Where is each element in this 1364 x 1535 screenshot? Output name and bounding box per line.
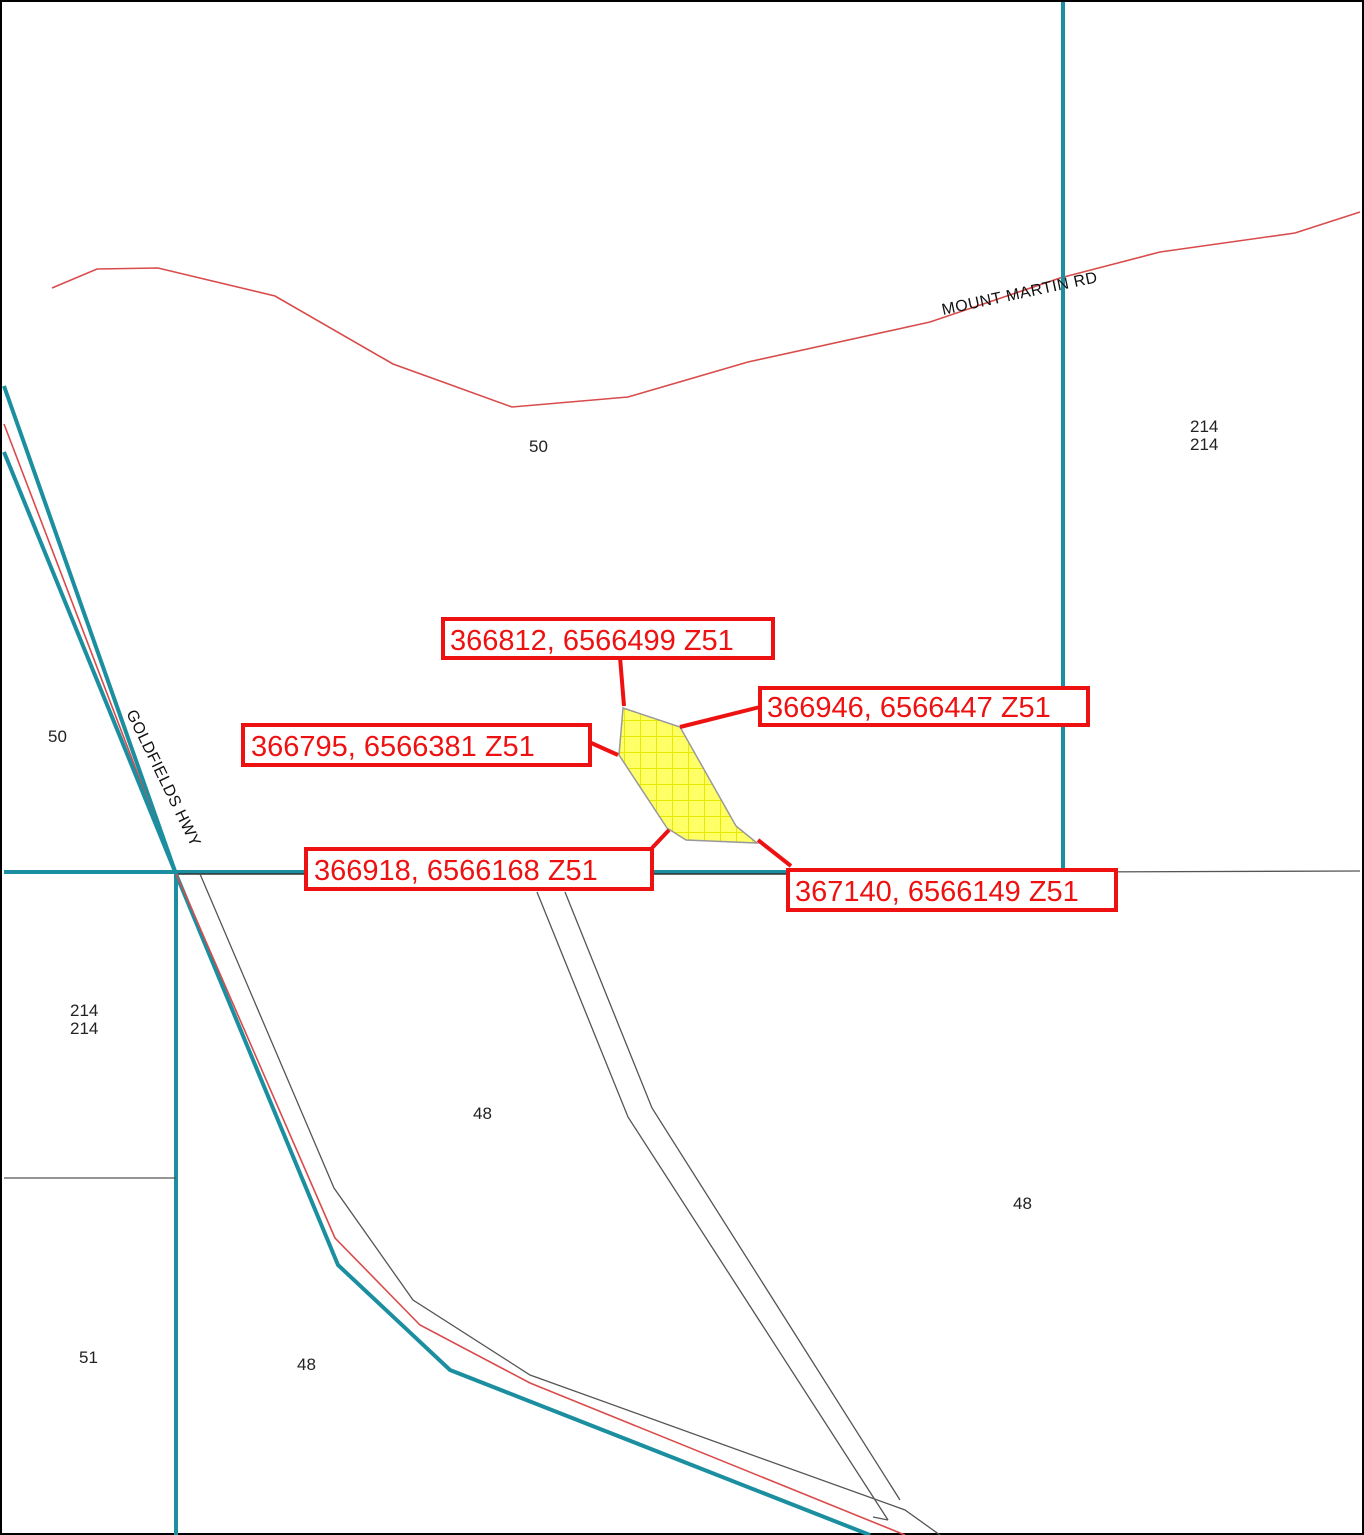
mount-martin-rd-line [51, 211, 1361, 408]
coord-label: 366812, 6566499 Z51 [450, 625, 734, 657]
reserve-strip-west [536, 891, 889, 1521]
reserve-strip-east [564, 891, 901, 1501]
lot-label: 214 [70, 1001, 98, 1020]
lot-label: 214 [1190, 417, 1218, 436]
coord-callout-5: 367140, 6566149 Z51 [786, 868, 1118, 912]
callout-leader [679, 704, 765, 729]
coord-callout-4: 366918, 6566168 Z51 [304, 847, 654, 891]
lot-label: 214 [70, 1019, 98, 1038]
coord-callout-3: 366795, 6566381 Z51 [241, 723, 592, 767]
callout-leader [588, 740, 619, 757]
coord-callout-2: 366946, 6566447 Z51 [758, 686, 1090, 727]
goldfields-hwy-west-edge [2, 385, 871, 1535]
lot-label: 51 [79, 1348, 98, 1367]
coord-label: 367140, 6566149 Z51 [795, 876, 1079, 908]
coord-callout-1: 366812, 6566499 Z51 [441, 617, 775, 660]
lot-label: 48 [1013, 1194, 1032, 1213]
coord-label: 366946, 6566447 Z51 [767, 692, 1051, 724]
callout-leader [756, 838, 793, 868]
coord-label: 366918, 6566168 Z51 [314, 855, 598, 887]
coord-label: 366795, 6566381 Z51 [251, 731, 535, 763]
lot-label: 48 [473, 1104, 492, 1123]
goldfields-hwy-east-edge [2, 451, 178, 875]
reserve-strip-end [872, 1516, 889, 1521]
goldfields-hwy-east-thin [199, 873, 941, 1535]
area-of-interest [618, 706, 760, 844]
lot-label: 48 [297, 1355, 316, 1374]
lot-label: 50 [48, 727, 67, 746]
callout-leader [650, 828, 671, 850]
callout-leader [618, 656, 626, 707]
lot-label: 50 [529, 437, 548, 456]
lot-label: 214 [1190, 435, 1218, 454]
